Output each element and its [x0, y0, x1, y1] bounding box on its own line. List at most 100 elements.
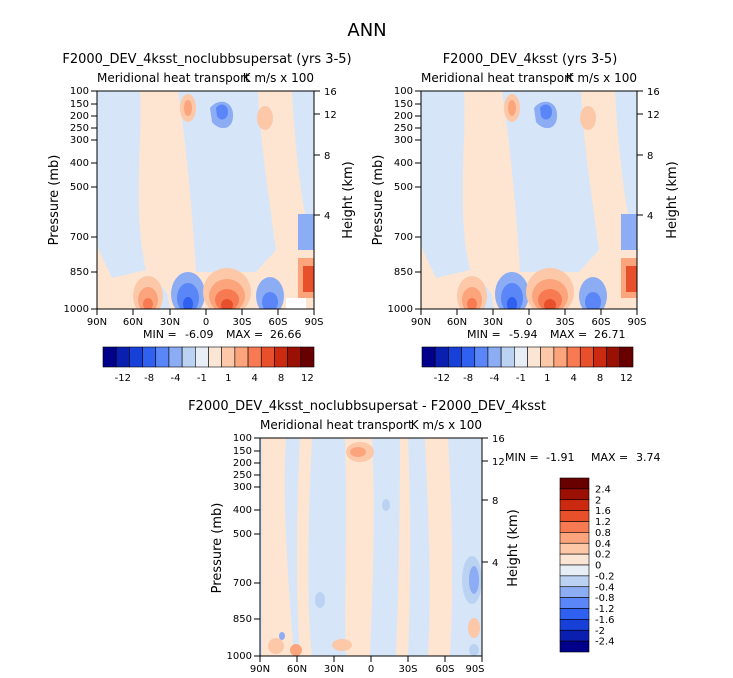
colorbar-swatch [461, 346, 476, 368]
y-axis-left: 100 150 200 250 300 400 500 700 850 1000… [371, 86, 421, 315]
colorbar-label: 1 [544, 373, 550, 384]
y-tick-label: 850 [70, 267, 89, 278]
neg-region [469, 644, 479, 656]
neg-region [501, 283, 523, 309]
colorbar-label: 12 [301, 373, 314, 384]
missing-data [286, 298, 306, 309]
y-tick-label: 200 [394, 111, 413, 122]
y-tick-label: 250 [394, 123, 413, 134]
y-tick-label: 400 [394, 158, 413, 169]
colorbar-swatch [606, 346, 621, 368]
x-axis: 90N 60N 30N 0 30S 60S 90S [411, 309, 647, 328]
subtitle-right: K m/s x 100 [411, 418, 482, 432]
y-tick-label: 1000 [227, 651, 252, 662]
y-tick-label: 500 [394, 182, 413, 193]
height-tick-label: 8 [647, 151, 653, 162]
neg-region [177, 283, 199, 309]
colorbar-label: -12 [434, 373, 450, 384]
colorbar-swatch [566, 346, 581, 368]
x-tick-label: 60N [123, 317, 143, 328]
colorbar-swatch [559, 510, 590, 522]
x-axis: 90N 60N 30N 0 30S 60S 90S [250, 656, 485, 675]
colorbar-label: -2.4 [595, 637, 615, 648]
x-tick-label: 30N [324, 664, 344, 675]
height-tick-label: 16 [492, 434, 505, 445]
neg-region [540, 104, 552, 120]
x-tick-label: 0 [203, 317, 209, 328]
colorbar-label: 2 [595, 495, 601, 506]
height-tick-label: 8 [324, 151, 330, 162]
y-tick-label: 200 [233, 458, 252, 469]
y-right-axis-title: Height (km) [665, 161, 680, 238]
x-tick-label: 30N [160, 317, 180, 328]
colorbar-swatch [142, 346, 157, 368]
colorbar-swatch [168, 346, 183, 368]
pos-region [396, 438, 411, 656]
y-tick-label: 1000 [388, 304, 413, 315]
pos-region [626, 266, 637, 292]
colorbar-swatch [208, 346, 222, 368]
x-tick-label: 90S [465, 664, 484, 675]
colorbar-label: -8 [463, 373, 473, 384]
colorbar-swatch [527, 346, 541, 368]
colorbar: -12 -8 -4 -1 1 4 8 12 [421, 346, 634, 384]
pos-region [508, 100, 516, 116]
neg-region [292, 91, 314, 250]
colorbar-swatch [559, 553, 590, 566]
colorbar-swatch [487, 346, 502, 368]
colorbar-swatch [474, 346, 489, 368]
colorbar-label: -1 [516, 373, 526, 384]
x-tick-label: 30S [555, 317, 574, 328]
colorbar-swatch [559, 608, 590, 620]
x-tick-label: 30S [398, 664, 417, 675]
max-value: 26.66 [270, 328, 302, 341]
max-label: MAX = [550, 328, 587, 341]
colorbar-label: -12 [115, 373, 131, 384]
y-axis-left: 100 150 200 250 300 400 500 700 850 1000… [47, 86, 97, 315]
subtitle-left: Meridional heat transport [97, 71, 250, 85]
min-max-readout: MIN = -6.09 MAX = 26.66 [143, 328, 302, 341]
neg-region [469, 566, 479, 594]
colorbar-swatch [559, 619, 590, 631]
colorbar-swatch [300, 346, 315, 368]
panel-title: F2000_DEV_4ksst_noclubbsupersat (yrs 3-5… [62, 52, 351, 67]
pos-region [425, 438, 453, 656]
colorbar-swatch [274, 346, 288, 368]
colorbar-label: -0.8 [595, 593, 615, 604]
y-tick-label: 100 [394, 86, 413, 97]
x-axis: 90N 60N 30N 0 30S 60S 90S [87, 309, 324, 328]
max-label: MAX = [591, 451, 628, 464]
min-label: MIN = [143, 328, 177, 341]
height-tick-label: 4 [492, 558, 498, 569]
y-tick-label: 150 [70, 99, 89, 110]
pos-region [257, 106, 273, 130]
colorbar-swatch [181, 346, 196, 368]
panel-top-right: F2000_DEV_4ksst (yrs 3-5) Meridional hea… [371, 52, 680, 384]
colorbar-label: -0.4 [595, 582, 615, 593]
colorbar-swatch [540, 346, 555, 368]
y-tick-label: 700 [233, 578, 252, 589]
y-axis-title: Pressure (mb) [371, 155, 386, 246]
colorbar-label: -0.2 [595, 571, 615, 582]
min-max-readout: MIN = -5.94 MAX = 26.71 [467, 328, 626, 341]
neg-region [585, 292, 601, 309]
colorbar-swatch [559, 521, 590, 533]
neg-region [615, 91, 637, 250]
colorbar-swatch [287, 346, 302, 368]
colorbar-swatch [559, 629, 590, 642]
neg-region [421, 91, 470, 278]
neg-region [183, 297, 193, 309]
colorbar-swatch [559, 640, 590, 653]
colorbar-label: 0.8 [595, 528, 611, 539]
x-tick-label: 90N [411, 317, 431, 328]
colorbar-swatch [247, 346, 262, 368]
pos-region [580, 106, 596, 130]
max-value: 3.74 [636, 451, 661, 464]
pos-region [303, 266, 314, 292]
y-tick-label: 400 [70, 158, 89, 169]
y-tick-label: 500 [70, 182, 89, 193]
colorbar-swatch [155, 346, 170, 368]
colorbar-label: 1.6 [595, 506, 611, 517]
neg-region [178, 91, 276, 272]
